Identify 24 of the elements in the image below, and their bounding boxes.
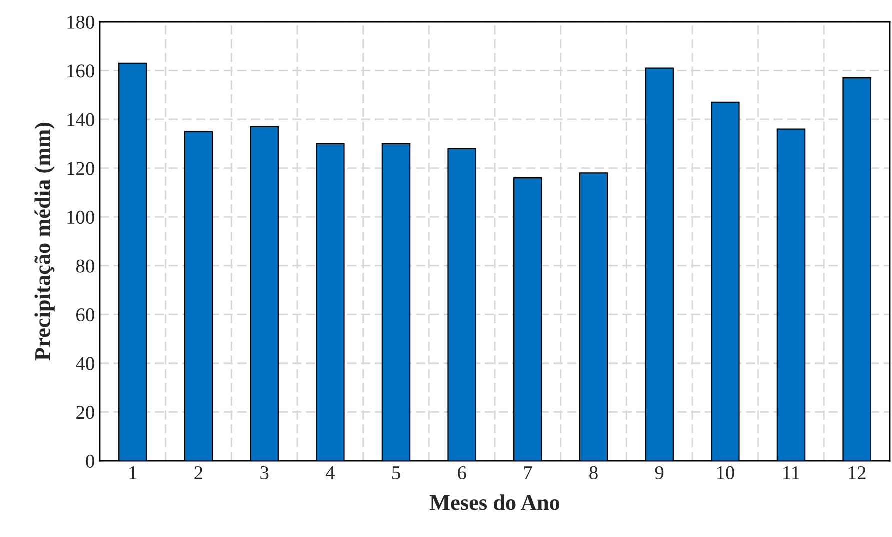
y-tick-label: 0 — [86, 454, 94, 468]
y-tick-label: 40 — [76, 357, 94, 370]
y-tick-label: 160 — [68, 64, 94, 78]
x-tick-label: 10 — [717, 466, 734, 480]
y-tick-label: 60 — [76, 308, 94, 322]
x-tick-label: 9 — [655, 466, 664, 480]
y-tick-label: 180 — [68, 16, 94, 29]
y-tick-label: 140 — [68, 113, 94, 126]
x-tick-label: 12 — [849, 466, 866, 480]
x-tick-label: 11 — [784, 466, 800, 480]
x-axis-title: Meses do Ano — [430, 494, 560, 510]
x-tick-label: 8 — [590, 466, 598, 480]
x-tick-label: 3 — [260, 466, 269, 480]
y-tick-label: 80 — [76, 260, 94, 273]
y-tick-label: 120 — [68, 162, 94, 176]
y-tick-label: 100 — [68, 210, 94, 224]
x-tick-label: 5 — [392, 466, 400, 480]
x-tick-label: 6 — [458, 466, 466, 480]
x-tick-label: 2 — [194, 466, 203, 480]
x-tick-label: 4 — [326, 466, 335, 480]
x-tick-label: 7 — [524, 466, 532, 480]
y-tick-label: 20 — [76, 406, 94, 420]
y-axis-title: Precipitação média (mm) — [34, 122, 55, 361]
x-tick-label: 1 — [130, 466, 137, 480]
